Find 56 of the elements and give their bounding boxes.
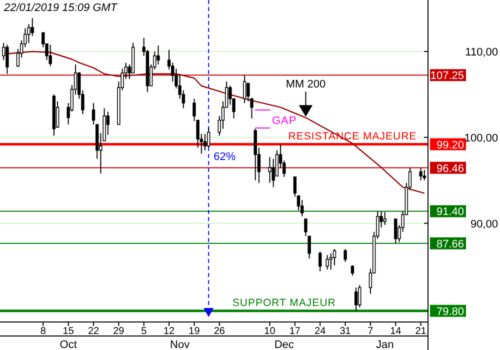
candlestick [326, 254, 329, 270]
candlestick [318, 251, 322, 272]
candlestick [308, 236, 311, 259]
x-tick-label: 12 [163, 326, 176, 337]
candlestick [332, 248, 336, 266]
candlestick [394, 218, 398, 244]
y-tick-label: 100,00 [464, 132, 498, 144]
candlestick [242, 74, 246, 104]
y-tick-label: 90,00 [470, 218, 498, 230]
candlestick [344, 248, 347, 262]
ref-line-label: 96.46 [436, 162, 464, 175]
candlestick [358, 284, 362, 308]
x-tick-label: 17 [289, 326, 301, 337]
x-tick-label: 5 [141, 326, 148, 337]
candlestick [329, 252, 332, 270]
candlestick [300, 200, 304, 217]
x-tick-label: 31 [340, 326, 352, 337]
ref-line-label: 87.66 [436, 238, 464, 250]
x-tick-label: 24 [314, 326, 326, 337]
candlestick [383, 212, 386, 226]
x2-tick-label: Dec [274, 339, 294, 350]
candlestick [250, 97, 254, 119]
chart-title: 22/01/2019 15:09 GMT [3, 2, 118, 14]
candlestick [6, 44, 9, 74]
candlestick [48, 44, 52, 67]
candlestick [207, 127, 210, 148]
x-tick-label: 7 [368, 326, 374, 337]
y-tick-label: 110,00 [465, 46, 498, 59]
ref-line-label: 62% [214, 151, 236, 163]
x-tick-label: 21 [415, 326, 427, 337]
candlestick [419, 167, 422, 181]
x-tick-label: 10 [264, 326, 276, 337]
ref-line-label: 99.20 [436, 139, 464, 152]
x-tick-label: 8 [40, 326, 46, 337]
annotation: GAP [272, 115, 297, 127]
x2-tick-label: Jan [376, 339, 394, 350]
ref-line-label: 79.80 [436, 306, 464, 318]
ref-line-label: 91.40 [436, 206, 464, 218]
x-tick-label: 29 [113, 326, 125, 337]
x2-tick-label: Nov [170, 339, 190, 350]
x-tick-label: 19 [188, 326, 200, 337]
x-tick-label: 15 [62, 326, 74, 337]
annotation: SUPPORT MAJEUR [232, 296, 336, 309]
candlestick [272, 158, 275, 188]
x-tick-label: 14 [390, 326, 402, 337]
candlestick [354, 287, 358, 312]
x-tick-label: 22 [88, 326, 100, 337]
candlestick [350, 264, 354, 276]
x2-tick-label: Oct [60, 339, 77, 350]
candlestick [30, 18, 34, 37]
candlestick [268, 156, 272, 184]
candlestick [156, 45, 160, 65]
candlestick [203, 133, 207, 151]
x-tick-label: 26 [214, 326, 226, 337]
annotation: MM 200 [286, 78, 326, 91]
ref-line-label: 107.25 [430, 70, 464, 82]
